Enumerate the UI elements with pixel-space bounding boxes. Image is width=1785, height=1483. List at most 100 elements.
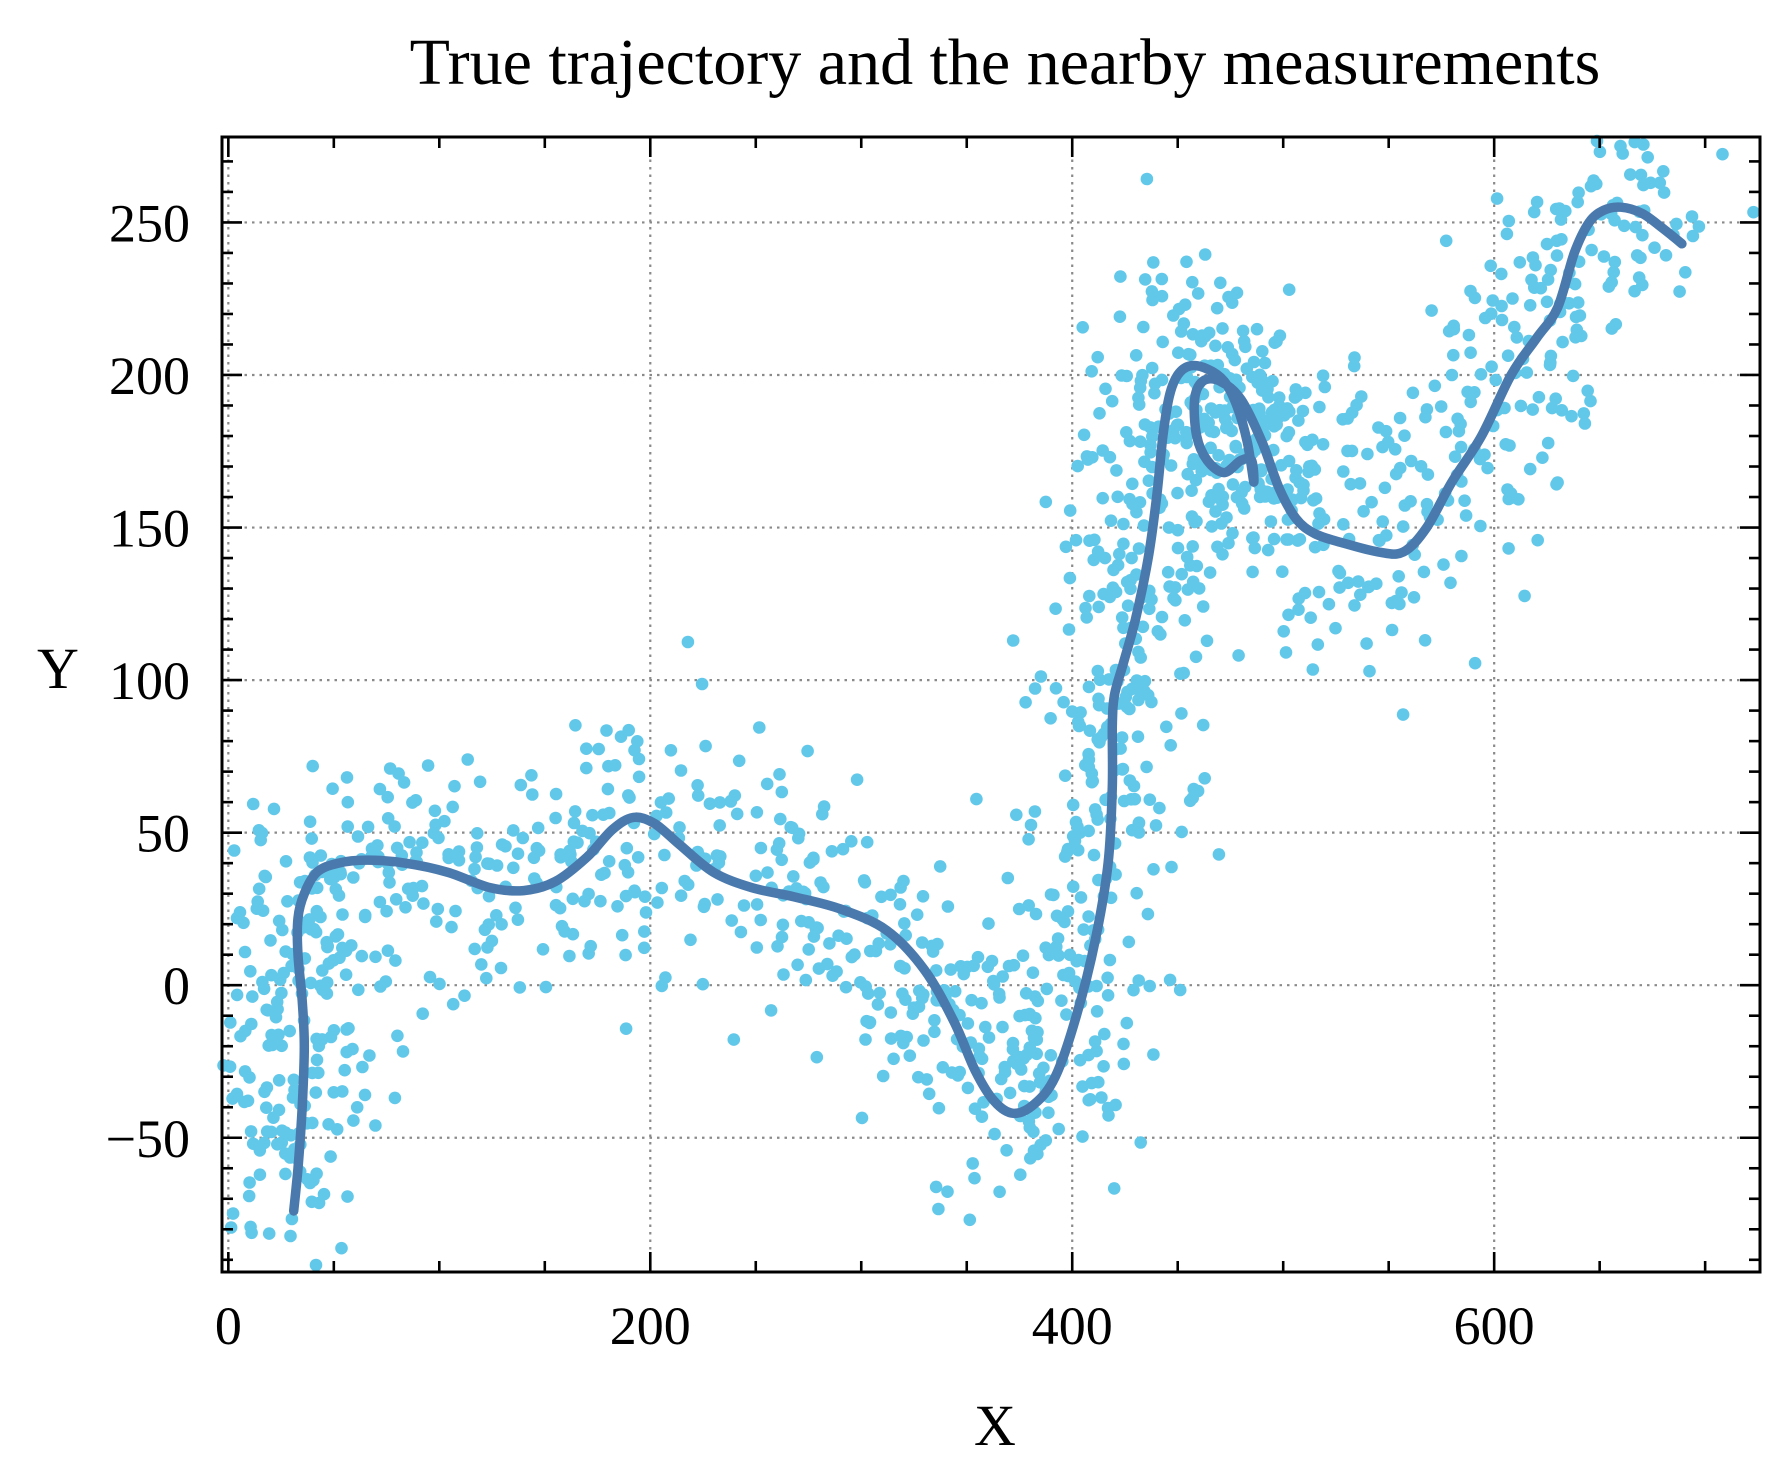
measurement-point (1502, 542, 1515, 555)
measurement-point (1063, 948, 1077, 962)
measurement-point (1445, 368, 1459, 382)
measurement-point (1344, 477, 1357, 491)
measurement-point (1282, 533, 1295, 546)
measurement-point (1163, 580, 1176, 593)
measurement-point (1657, 165, 1670, 178)
measurement-point (932, 1202, 945, 1216)
measurement-point (448, 779, 461, 793)
measurement-point (381, 812, 395, 825)
measurement-point (1163, 973, 1177, 987)
measurement-point (754, 913, 767, 927)
trajectory-line (288, 202, 1687, 1216)
measurement-point (1085, 365, 1098, 378)
measurement-point (1311, 638, 1325, 651)
measurement-point (1617, 219, 1631, 233)
measurement-point (571, 836, 584, 849)
measurement-point (1499, 438, 1512, 451)
measurement-point (1716, 147, 1729, 161)
measurement-point (1093, 407, 1106, 420)
measurement-point (252, 882, 266, 896)
measurement-point (817, 800, 831, 813)
measurement-point (727, 1033, 741, 1046)
measurement-point (1572, 186, 1585, 199)
measurement-point (272, 1074, 286, 1087)
measurement-point (1186, 275, 1199, 289)
measurement-point (628, 885, 642, 899)
measurement-point (713, 819, 726, 832)
measurement-point (681, 635, 695, 649)
measurement-point (383, 762, 397, 775)
measurement-point (430, 915, 443, 928)
measurement-point (406, 889, 420, 902)
measurement-point (1229, 439, 1242, 453)
measurement-point (1313, 400, 1326, 414)
measurement-point (1178, 614, 1192, 627)
measurement-point (1531, 533, 1544, 547)
measurement-point (432, 831, 445, 845)
measurement-point (1628, 135, 1641, 149)
measurement-point (1502, 214, 1516, 228)
measurement-point (1058, 915, 1071, 929)
measurement-point (1134, 435, 1147, 449)
measurement-point (1532, 390, 1546, 404)
measurement-point (884, 1032, 898, 1045)
measurement-point (799, 973, 813, 987)
measurement-point (1123, 492, 1136, 506)
measurement-point (1225, 296, 1239, 310)
measurement-point (1107, 1182, 1121, 1195)
measurement-point (637, 941, 651, 955)
measurement-point (1316, 369, 1330, 383)
measurement-point (329, 930, 343, 943)
measurement-point (264, 934, 277, 947)
y-tick-labels: −50 0 50 100 150 200 250 (106, 193, 190, 1168)
measurement-point (1437, 558, 1450, 571)
measurement-point (1191, 287, 1205, 300)
measurement-point (1392, 570, 1405, 583)
measurement-point (558, 925, 571, 938)
measurement-point (673, 821, 686, 834)
measurement-point (899, 993, 912, 1006)
measurement-point (775, 785, 789, 799)
measurement-point (1142, 474, 1156, 488)
measurement-point (1161, 565, 1175, 579)
measurement-point (963, 1213, 977, 1227)
measurement-point (1083, 724, 1097, 737)
measurement-point (260, 1125, 274, 1138)
measurement-point (658, 848, 671, 862)
measurement-point (1059, 540, 1073, 554)
measurement-point (1155, 289, 1169, 303)
measurement-point (272, 1103, 286, 1117)
measurement-point (1138, 273, 1152, 286)
measurement-point (1116, 762, 1130, 776)
measurement-point (1571, 195, 1584, 209)
measurement-point (271, 1138, 284, 1151)
measurement-point (1485, 360, 1498, 374)
measurement-point (482, 889, 496, 903)
measurement-point (1051, 932, 1065, 945)
measurement-point (526, 788, 539, 801)
measurement-point (255, 826, 269, 840)
measurement-point (810, 1050, 824, 1064)
measurement-point (258, 1136, 271, 1150)
measurement-point (1088, 1035, 1102, 1048)
measurement-point (238, 945, 252, 959)
measurement-point (1447, 348, 1460, 362)
measurement-point (1526, 403, 1539, 416)
measurement-point (1634, 168, 1648, 182)
measurement-point (632, 752, 646, 766)
measurement-point (928, 1014, 941, 1027)
measurement-point (1160, 720, 1173, 734)
measurement-point (1037, 1061, 1050, 1075)
y-tick-label: 0 (163, 956, 190, 1016)
measurement-point (917, 1034, 930, 1047)
measurement-point (1130, 568, 1143, 581)
measurement-point (549, 811, 562, 825)
x-tick-labels: 0 200 400 600 (215, 1296, 1535, 1356)
measurement-point (600, 724, 613, 737)
measurement-point (1132, 974, 1145, 987)
measurement-point (482, 918, 496, 931)
measurement-point (421, 759, 435, 772)
measurement-point (1147, 256, 1160, 269)
measurement-point (336, 1085, 349, 1098)
measurement-point (884, 1006, 898, 1019)
